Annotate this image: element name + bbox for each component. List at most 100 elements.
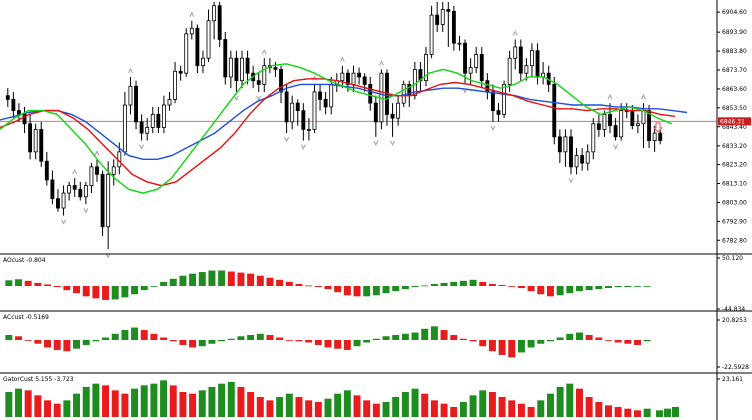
bull-candle [457,42,462,45]
histogram-bar [63,286,71,291]
histogram-bar [34,340,42,344]
histogram-bar [498,340,506,355]
histogram-bar [314,286,322,288]
histogram-bar [479,340,487,347]
histogram-bar [575,286,583,292]
bull-candle [67,185,72,194]
histogram-bar [527,407,535,417]
bull-candle [173,70,178,100]
bull-candle [507,57,512,85]
histogram-bar [111,390,119,417]
bear-candle [535,50,540,78]
bull-candle [161,104,166,128]
bull-candle [585,151,590,164]
histogram-bar [614,286,622,288]
histogram-bar [44,340,52,348]
histogram-bar [179,340,187,345]
histogram-bar [537,340,545,344]
histogram-bar [546,340,554,342]
histogram-bar [421,285,429,287]
histogram-bar [363,400,371,417]
histogram-bar [537,400,545,417]
histogram-bar [392,286,400,292]
fractal-up-marker [339,56,345,62]
histogram-bar [24,280,32,286]
histogram-bar [459,280,467,286]
gator-indicator-pane: GatorCust 5.155 -3.723 23.161 [3,376,743,417]
price-tick-label: 6893.90 [722,29,747,36]
histogram-bar [595,286,603,290]
bear-candle [195,27,200,67]
histogram-bar [430,400,438,417]
histogram-bar [508,286,516,287]
histogram-bar [672,407,679,417]
bear-candle [435,14,440,25]
histogram-bar [82,286,90,297]
histogram-bar [5,335,13,340]
histogram-bar [5,392,13,417]
bear-candle [256,80,261,85]
bull-candle [145,127,150,134]
bear-candle [301,110,306,130]
bear-candle [608,113,612,127]
bull-candle [530,50,534,67]
histogram-bar [140,385,148,417]
bear-candle [17,110,21,115]
histogram-bar [508,340,516,358]
histogram-bar [411,286,419,288]
histogram-bar [179,392,187,417]
histogram-bar [179,275,187,286]
bull-candle [641,110,646,125]
histogram-bar [343,340,351,350]
histogram-bar [450,407,458,417]
histogram-bar [266,335,274,340]
histogram-bar [160,281,168,286]
bull-candle [184,33,189,74]
bear-candle [223,39,228,78]
histogram-bar [73,393,81,417]
histogram-bar [169,278,177,286]
histogram-bar [382,286,390,294]
histogram-bar [15,279,22,286]
bear-candle [22,113,27,125]
histogram-bar [276,337,284,340]
histogram-bar [334,286,342,293]
histogram-bar [140,330,148,340]
bear-candle [557,136,562,153]
alligator-teeth-line [0,78,676,187]
bull-candle [33,128,38,153]
histogram-bar [556,337,564,340]
ac-indicator-pane: ACcust -0.5169 20.8253 -22.5928 [3,314,749,371]
bear-candle [156,113,161,128]
histogram-bar [656,410,663,417]
histogram-bar [353,340,361,347]
bull-candle [468,67,473,74]
bear-candle [100,173,105,228]
histogram-bar [169,340,177,342]
bear-candle [552,84,557,138]
histogram-bar [585,286,593,291]
histogram-bar [392,335,400,340]
histogram-bar [334,393,342,417]
histogram-bar [566,286,574,294]
histogram-bar [585,335,593,340]
histogram-bar [276,397,284,417]
histogram-bar [227,338,235,340]
histogram-bar [121,286,129,298]
histogram-bar [421,328,429,340]
histogram-bar [459,338,467,340]
histogram-bar [63,340,71,352]
histogram-bar [624,340,632,344]
bull-candle [212,5,217,22]
bull-candle [83,185,88,198]
bear-candle [134,85,138,123]
bull-candle [89,166,94,186]
histogram-bar [92,340,100,342]
price-tick-label: 6843.40 [722,124,747,131]
bear-candle [139,121,144,134]
histogram-bar [53,403,61,417]
price-tick-label: 6904.60 [722,9,747,16]
histogram-bar [624,408,632,417]
bull-candle [429,14,434,55]
bear-candle [178,70,183,74]
